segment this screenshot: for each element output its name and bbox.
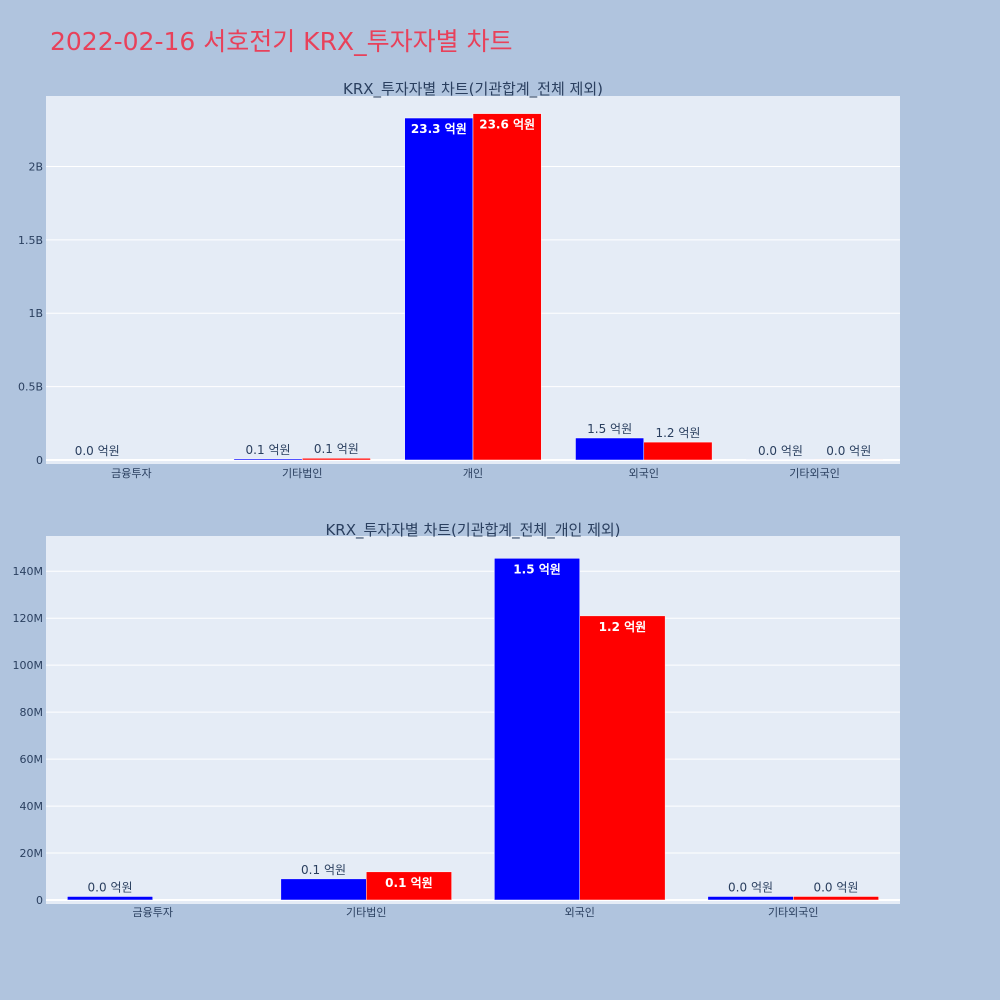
y-tick-label: 20M (20, 847, 44, 860)
bar (643, 441, 713, 461)
x-tick-label: 기타법인 (282, 467, 322, 480)
data-label: 0.1 억원 (301, 863, 346, 877)
bar (404, 117, 474, 461)
y-tick-label: 140M (13, 565, 44, 578)
bar (67, 896, 153, 901)
x-tick-label: 기타외국인 (789, 467, 840, 480)
chart-title: KRX_투자자별 차트(기관합계_전체 제외) (343, 80, 603, 99)
x-tick-label: 외국인 (565, 906, 595, 919)
bar (472, 113, 542, 461)
data-label: 0.1 억원 (314, 442, 359, 456)
y-tick-label: 0 (36, 454, 43, 467)
data-label: 1.2 억원 (599, 620, 647, 634)
bar (707, 896, 794, 901)
data-label: 0.1 억원 (385, 876, 433, 890)
chart-institution-excluded: 0 0.5B 1B 1.5B 2B KRX_투자자별 차트(기관합계_전체 제외) 금융투자… (18, 80, 900, 480)
bar (366, 871, 452, 901)
data-label: 0.0 억원 (813, 880, 858, 894)
y-tick-label: 80M (20, 706, 44, 719)
y-tick-label: 1B (28, 307, 43, 320)
data-label: 0.0 억원 (728, 880, 773, 894)
data-label: 0.0 억원 (88, 880, 133, 894)
bar (793, 896, 879, 901)
y-tick-label: 100M (13, 659, 44, 672)
x-tick-label: 외국인 (629, 467, 659, 480)
y-tick-label: 2B (28, 160, 43, 173)
x-tick-label: 기타법인 (346, 906, 386, 919)
x-tick-label: 개인 (463, 467, 483, 480)
data-label: 1.5 억원 (513, 562, 561, 576)
chart-title: KRX_투자자별 차트(기관합계_전체_개인 제외) (325, 521, 620, 540)
x-tick-label: 금융투자 (133, 906, 173, 919)
page-title: 2022-02-16 서호전기 KRX_투자자별 차트 (50, 27, 513, 56)
bar (280, 878, 367, 901)
data-label: 0.1 억원 (246, 443, 291, 457)
y-tick-label: 0 (36, 894, 43, 907)
plot-area (46, 536, 900, 904)
data-label: 1.2 억원 (655, 426, 700, 440)
data-label: 0.0 억원 (826, 444, 871, 458)
data-label: 0.0 억원 (75, 444, 120, 458)
x-tick-label: 기타외국인 (768, 906, 819, 919)
y-tick-label: 1.5B (18, 234, 43, 247)
data-label: 0.0 억원 (758, 444, 803, 458)
bar (579, 615, 666, 901)
bar (494, 558, 581, 901)
y-tick-label: 40M (20, 800, 44, 813)
bar (301, 457, 371, 461)
data-label: 23.3 억원 (411, 122, 467, 136)
y-tick-label: 60M (20, 753, 44, 766)
data-label: 1.5 억원 (587, 422, 632, 436)
data-label: 23.6 억원 (479, 118, 535, 132)
x-tick-label: 금융투자 (111, 467, 151, 480)
y-tick-label: 0.5B (18, 381, 43, 394)
y-tick-label: 120M (13, 612, 44, 625)
